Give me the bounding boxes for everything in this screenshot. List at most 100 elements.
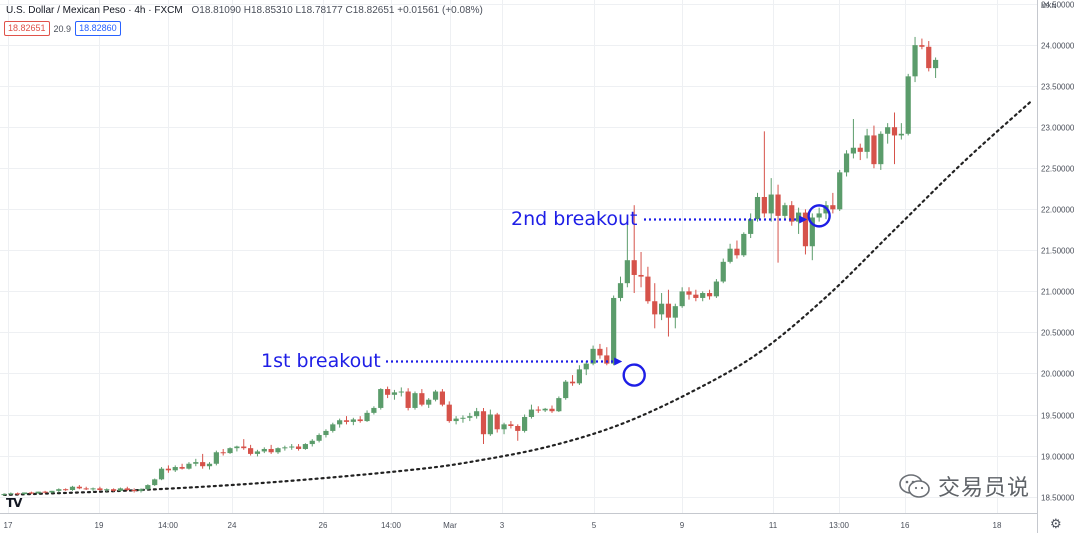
candle	[542, 407, 548, 413]
candle-body	[295, 446, 302, 449]
candle-body	[761, 196, 767, 214]
candle-body	[254, 451, 261, 454]
time-axis[interactable]: 17 19 14:00 24 26 14:00 Mar 3 5 9 11 13:00 16 18	[4, 521, 1002, 530]
x-tick-label: Mar	[443, 521, 457, 530]
tradingview-logo[interactable]: TV	[6, 496, 23, 510]
candle-body	[706, 293, 713, 297]
candle-body	[665, 303, 672, 318]
candle	[234, 445, 240, 452]
candle	[467, 412, 473, 422]
symbol-title[interactable]: U.S. Dollar / Mexican Peso · 4h · FXCM	[6, 5, 183, 16]
candle-body	[754, 196, 761, 220]
candle-body	[158, 468, 165, 480]
second-breakout-label: 2nd breakout	[511, 208, 638, 230]
candle-body	[234, 446, 240, 449]
candle	[576, 365, 582, 385]
x-tick-label: 18	[993, 521, 1002, 530]
candle	[631, 205, 637, 294]
candle	[213, 450, 219, 466]
candle-body	[672, 306, 678, 318]
candle-body	[741, 233, 747, 256]
candle-body	[576, 369, 582, 384]
candle	[474, 407, 480, 419]
x-tick-label: 19	[95, 521, 104, 530]
y-tick-label: 24.50000	[1041, 1, 1075, 10]
y-tick-label: 22.00000	[1041, 206, 1075, 215]
candle	[809, 213, 815, 261]
candle	[611, 295, 617, 366]
candle	[837, 169, 843, 211]
candle	[8, 492, 14, 495]
x-tick-label: 24	[228, 521, 237, 530]
currency-label[interactable]: MXN	[1041, 3, 1057, 10]
candle	[268, 444, 274, 454]
candle-body	[248, 448, 254, 454]
candle-body	[432, 391, 439, 400]
candle	[405, 388, 411, 411]
buy-price-button[interactable]: 18.82860	[75, 21, 121, 36]
candle	[672, 303, 678, 329]
candle-body	[8, 493, 14, 495]
candle	[15, 492, 21, 495]
candle-body	[316, 435, 322, 441]
candle-body	[624, 260, 630, 284]
candle-body	[330, 424, 336, 431]
candle-body	[549, 408, 555, 412]
candle-body	[15, 493, 21, 495]
price-axis[interactable]: 18.50000 19.00000 19.50000 20.00000 20.50000…	[1041, 1, 1075, 503]
candle	[446, 401, 452, 423]
wechat-icon	[899, 474, 930, 498]
candle-body	[645, 276, 651, 302]
candle-body	[426, 399, 432, 405]
watermark-text: 交易员说	[938, 476, 1031, 501]
candle-body	[1, 494, 7, 496]
candle	[871, 125, 877, 169]
candle	[480, 407, 487, 445]
candle	[563, 380, 569, 400]
candle-body	[487, 414, 493, 435]
x-tick-label: 14:00	[381, 521, 402, 530]
gear-icon[interactable]: ⚙	[1050, 516, 1062, 531]
candle	[97, 486, 103, 491]
candle-body	[926, 46, 932, 69]
candle-body	[563, 381, 569, 399]
candle-body	[693, 294, 699, 298]
candle-body	[385, 389, 391, 395]
candle-body	[679, 291, 685, 307]
candle-body	[104, 489, 110, 491]
candle	[69, 485, 76, 491]
candle-body	[768, 194, 774, 214]
candle-body	[343, 420, 350, 422]
candle-body	[35, 491, 41, 494]
ohlc-readout: O18.81090 H18.85310 L18.78177 C18.82651 …	[191, 5, 483, 16]
candle	[782, 202, 788, 220]
candle	[350, 417, 356, 426]
candle	[816, 207, 822, 222]
candle	[638, 251, 644, 288]
candle	[364, 410, 370, 422]
candle	[206, 462, 213, 470]
candle-body	[871, 135, 877, 165]
candle	[898, 123, 904, 140]
candle-body	[186, 463, 192, 469]
candle-body	[213, 452, 219, 464]
candle	[76, 485, 82, 490]
candle-body	[97, 488, 103, 491]
candle-body	[28, 492, 34, 494]
candle-body	[748, 219, 754, 234]
candle-body	[90, 488, 96, 490]
candle	[193, 458, 199, 467]
candle-body	[809, 217, 815, 247]
candle	[186, 462, 192, 470]
candle-body	[802, 212, 809, 247]
sell-price-button[interactable]: 18.82651	[4, 21, 50, 36]
candle	[104, 488, 110, 492]
candle-body	[275, 448, 281, 453]
first-breakout-circle	[622, 363, 646, 387]
candle	[706, 289, 713, 300]
candle-body	[686, 291, 692, 295]
candle	[254, 449, 261, 457]
candle-body	[700, 293, 706, 298]
candle-body	[508, 424, 514, 426]
